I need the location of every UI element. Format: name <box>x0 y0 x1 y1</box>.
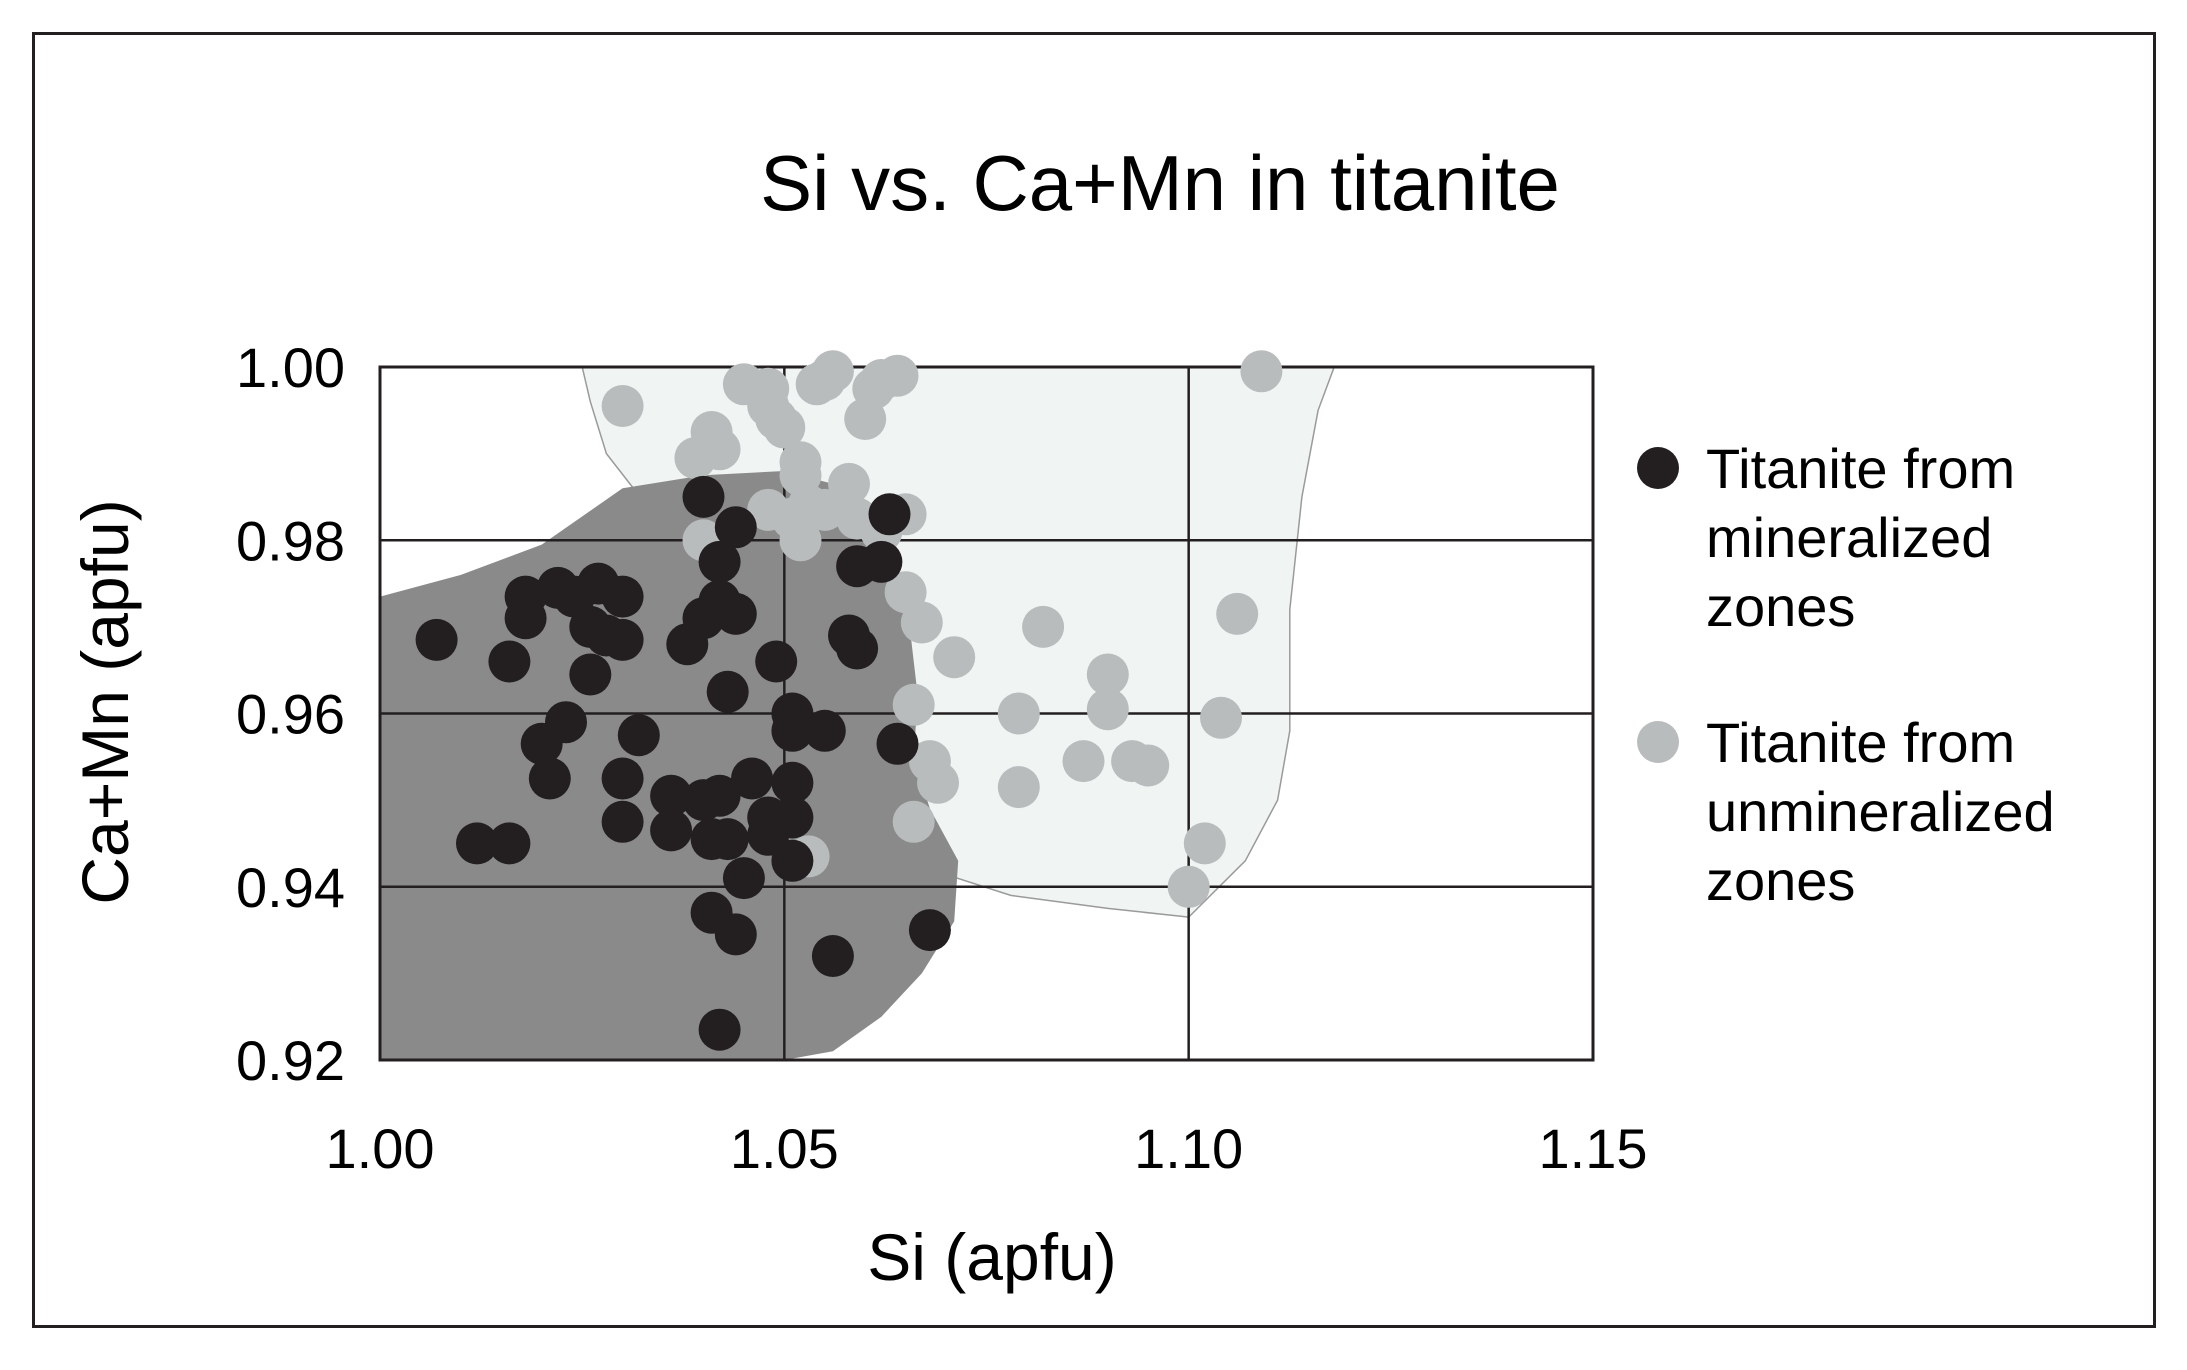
unmineralized-point <box>1086 688 1129 731</box>
unmineralized-point <box>1086 653 1129 696</box>
unmineralized-point <box>601 385 644 427</box>
unmineralized-point <box>1062 740 1105 783</box>
y-tick-labels: 1.00 0.98 0.96 0.94 0.92 <box>236 336 345 1092</box>
mineralized-point <box>650 809 693 852</box>
x-tick-labels: 1.00 1.05 1.10 1.15 <box>326 1117 1648 1180</box>
y-tick-label: 0.96 <box>236 683 345 746</box>
legend-label: zones <box>1706 849 1855 912</box>
x-tick-label: 1.10 <box>1134 1117 1243 1180</box>
mineralized-point <box>771 692 814 735</box>
unmineralized-point <box>1167 865 1210 908</box>
mineralized-point <box>755 640 798 683</box>
mineralized-point <box>456 822 498 865</box>
mineralized-point <box>682 475 725 518</box>
legend-label: mineralized <box>1706 506 1992 569</box>
mineralized-point <box>706 818 749 861</box>
unmineralized-point <box>997 692 1040 735</box>
mineralized-point <box>860 540 903 583</box>
unmineralized-point <box>763 406 806 449</box>
y-tick-label: 0.92 <box>236 1029 345 1092</box>
unmineralized-point <box>933 636 976 679</box>
mineralized-point <box>771 839 814 882</box>
mineralized-point <box>803 709 846 752</box>
unmineralized-point <box>828 462 870 505</box>
mineralized-point <box>722 857 765 900</box>
mineralized-point <box>569 653 612 696</box>
y-tick-label: 1.00 <box>236 336 345 399</box>
x-axis-label: Si (apfu) <box>867 1220 1116 1294</box>
y-tick-label: 0.94 <box>236 856 345 919</box>
unmineralized-point <box>892 800 935 843</box>
unmineralized-point <box>1183 822 1226 865</box>
mineralized-point <box>714 913 757 956</box>
x-tick-label: 1.15 <box>1539 1117 1648 1180</box>
mineralized-point <box>706 670 749 713</box>
mineralized-point <box>698 540 741 583</box>
legend-label: unmineralized <box>1706 780 2055 843</box>
y-tick-label: 0.98 <box>236 509 345 572</box>
mineralized-point <box>415 618 458 661</box>
points-layer <box>415 350 1283 1051</box>
unmineralized-point <box>698 428 741 471</box>
unmineralized-point <box>917 761 959 804</box>
mineralized-point <box>868 493 911 536</box>
legend-marker <box>1637 447 1679 489</box>
legend-label: Titanite from <box>1706 437 2015 500</box>
mineralized-point <box>601 618 644 661</box>
mineralized-point <box>650 774 693 817</box>
x-tick-label: 1.05 <box>730 1117 839 1180</box>
mineralized-point <box>836 627 879 670</box>
unmineralized-point <box>1127 744 1170 787</box>
mineralized-point <box>545 701 587 744</box>
mineralized-point <box>601 575 644 618</box>
unmineralized-point <box>1240 350 1283 393</box>
legend-marker <box>1637 721 1679 763</box>
mineralized-point <box>771 761 814 804</box>
mineralized-point <box>488 822 531 865</box>
mineralized-point <box>698 1008 741 1051</box>
chart-frame <box>32 32 2156 1328</box>
mineralized-point <box>714 592 757 635</box>
legend-label: zones <box>1706 575 1855 638</box>
unmineralized-point <box>900 601 943 644</box>
unmineralized-point <box>892 683 935 726</box>
unmineralized-point <box>811 350 854 393</box>
plot-area-border <box>378 365 1595 1062</box>
mineralized-point <box>714 506 757 549</box>
mineralized-point <box>876 722 919 765</box>
unmineralized-point <box>1022 605 1065 648</box>
unmineralized-point <box>779 519 822 562</box>
mineralized-point <box>601 800 644 843</box>
chart-title: Si vs. Ca+Mn in titanite <box>760 139 1560 227</box>
mineralized-point <box>811 935 854 977</box>
mineralized-point <box>528 757 571 800</box>
x-tick-label: 1.00 <box>326 1117 435 1180</box>
unmineralized-point <box>997 766 1040 809</box>
unmineralized-point <box>1216 592 1259 635</box>
unmineralized-point <box>876 354 919 397</box>
legend-label: Titanite from <box>1706 711 2015 774</box>
unmineralized-point <box>1200 696 1242 739</box>
mineralized-point <box>908 909 951 952</box>
y-axis-label: Ca+Mn (apfu) <box>68 499 142 904</box>
mineralized-point <box>504 575 547 618</box>
mineralized-point <box>698 774 741 817</box>
mineralized-point <box>601 757 644 800</box>
mineralized-point <box>488 640 531 683</box>
mineralized-point <box>731 757 773 800</box>
mineralized-point <box>771 796 814 839</box>
mineralized-point <box>617 714 660 757</box>
